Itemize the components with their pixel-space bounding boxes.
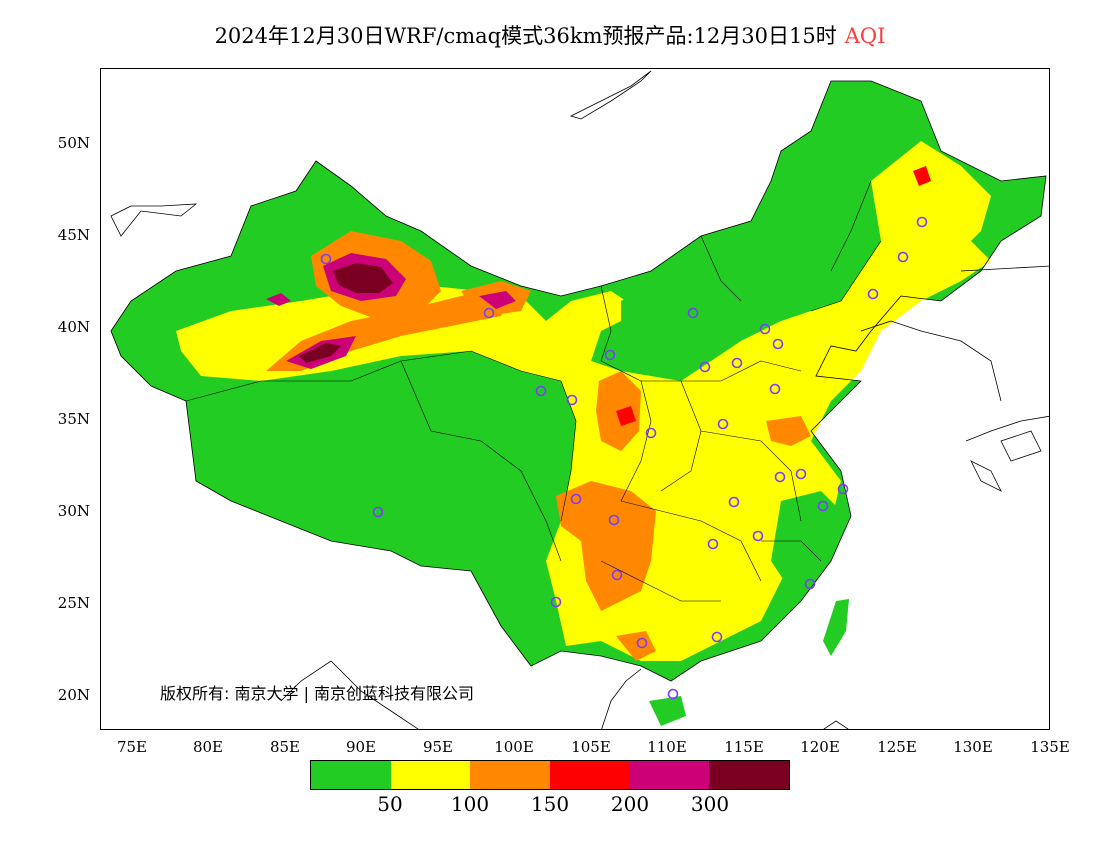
lon-label-75e: 75E	[116, 738, 148, 756]
lon-label-115e: 115E	[724, 738, 764, 756]
station-marker	[752, 530, 764, 542]
lat-label-35n: 35N	[57, 410, 90, 428]
tarim-hazardous	[299, 343, 341, 363]
station-marker	[728, 496, 740, 508]
lon-label-85e: 85E	[269, 738, 301, 756]
junggar-hazardous	[333, 263, 393, 293]
legend-label-50: 50	[377, 792, 403, 816]
lon-label-105e: 105E	[571, 738, 611, 756]
aqi-color-legend	[310, 760, 790, 790]
station-marker	[667, 688, 679, 700]
northeast-unhealthy	[913, 166, 931, 186]
neighbour-coastlines	[110, 70, 1049, 729]
hainan-island	[649, 696, 686, 726]
legend-swatch-unhealthy-sensitive	[470, 761, 551, 789]
legend-swatch-moderate	[390, 761, 471, 789]
station-marker	[769, 383, 781, 395]
lon-label-120e: 120E	[800, 738, 840, 756]
station-marker	[837, 483, 849, 495]
legend-swatch-hazardous	[709, 761, 790, 789]
station-marker	[916, 216, 928, 228]
station-marker	[897, 251, 909, 263]
station-marker	[483, 307, 495, 319]
station-marker	[711, 631, 723, 643]
legend-swatch-very-unhealthy	[629, 761, 710, 789]
monitoring-stations	[320, 216, 928, 700]
lon-label-130e: 130E	[953, 738, 993, 756]
station-marker	[707, 538, 719, 550]
guangxi-unhealthy-region	[616, 631, 656, 661]
lon-label-90e: 90E	[345, 738, 377, 756]
station-marker	[804, 578, 816, 590]
central-good-patch	[621, 281, 721, 366]
station-marker	[759, 323, 771, 335]
station-marker	[795, 468, 807, 480]
station-marker	[774, 471, 786, 483]
province-boundaries	[185, 180, 882, 602]
station-marker	[611, 569, 623, 581]
station-marker	[717, 418, 729, 430]
station-marker	[372, 506, 384, 518]
station-marker	[636, 637, 648, 649]
legend-swatch-unhealthy	[550, 761, 630, 789]
lat-label-45n: 45N	[57, 226, 90, 244]
legend-swatch-good	[311, 761, 391, 789]
station-marker	[570, 493, 582, 505]
lat-label-25n: 25N	[57, 594, 90, 612]
shandong-unhealthy-region	[766, 416, 811, 446]
east-good-patch	[771, 491, 841, 591]
copyright-notice: 版权所有: 南京大学 | 南京创蓝科技有限公司	[160, 684, 475, 703]
lon-label-80e: 80E	[192, 738, 224, 756]
lon-label-125e: 125E	[877, 738, 917, 756]
northeast-moderate-region	[871, 141, 991, 261]
china-border	[110, 80, 1047, 682]
legend-label-200: 200	[610, 792, 650, 816]
legend-label-300: 300	[690, 792, 730, 816]
station-marker	[535, 385, 547, 397]
station-marker	[550, 596, 562, 608]
fenwei-unhealthy	[616, 406, 636, 426]
lon-label-110e: 110E	[647, 738, 687, 756]
map-title: 2024年12月30日WRF/cmaq模式36km预报产品:12月30日15时 A…	[0, 20, 1100, 50]
title-variable: AQI	[844, 24, 886, 48]
sichuan-unhealthy-region	[556, 481, 656, 611]
map-frame[interactable]	[100, 68, 1050, 730]
west-unhealthy-blob	[266, 293, 291, 306]
station-marker	[608, 514, 620, 526]
hexi-very-unhealthy	[479, 291, 516, 309]
lat-label-40n: 40N	[57, 318, 90, 336]
station-marker	[320, 253, 332, 265]
station-marker	[604, 349, 616, 361]
aqi-forecast-map	[110, 70, 1049, 729]
title-text: 2024年12月30日WRF/cmaq模式36km预报产品:12月30日15时	[214, 24, 837, 48]
lat-label-50n: 50N	[57, 134, 90, 152]
station-marker	[699, 361, 711, 373]
station-marker	[566, 394, 578, 406]
lon-label-95e: 95E	[422, 738, 454, 756]
station-marker	[867, 288, 879, 300]
lat-label-30n: 30N	[57, 502, 90, 520]
station-marker	[817, 500, 829, 512]
station-marker	[687, 307, 699, 319]
lon-label-135e: 135E	[1030, 738, 1070, 756]
station-marker	[731, 357, 743, 369]
station-marker	[645, 427, 657, 439]
station-marker	[772, 338, 784, 350]
legend-label-100: 100	[450, 792, 490, 816]
lat-label-20n: 20N	[57, 686, 90, 704]
lon-label-100e: 100E	[494, 738, 534, 756]
taiwan-island	[823, 599, 849, 656]
legend-label-150: 150	[530, 792, 570, 816]
